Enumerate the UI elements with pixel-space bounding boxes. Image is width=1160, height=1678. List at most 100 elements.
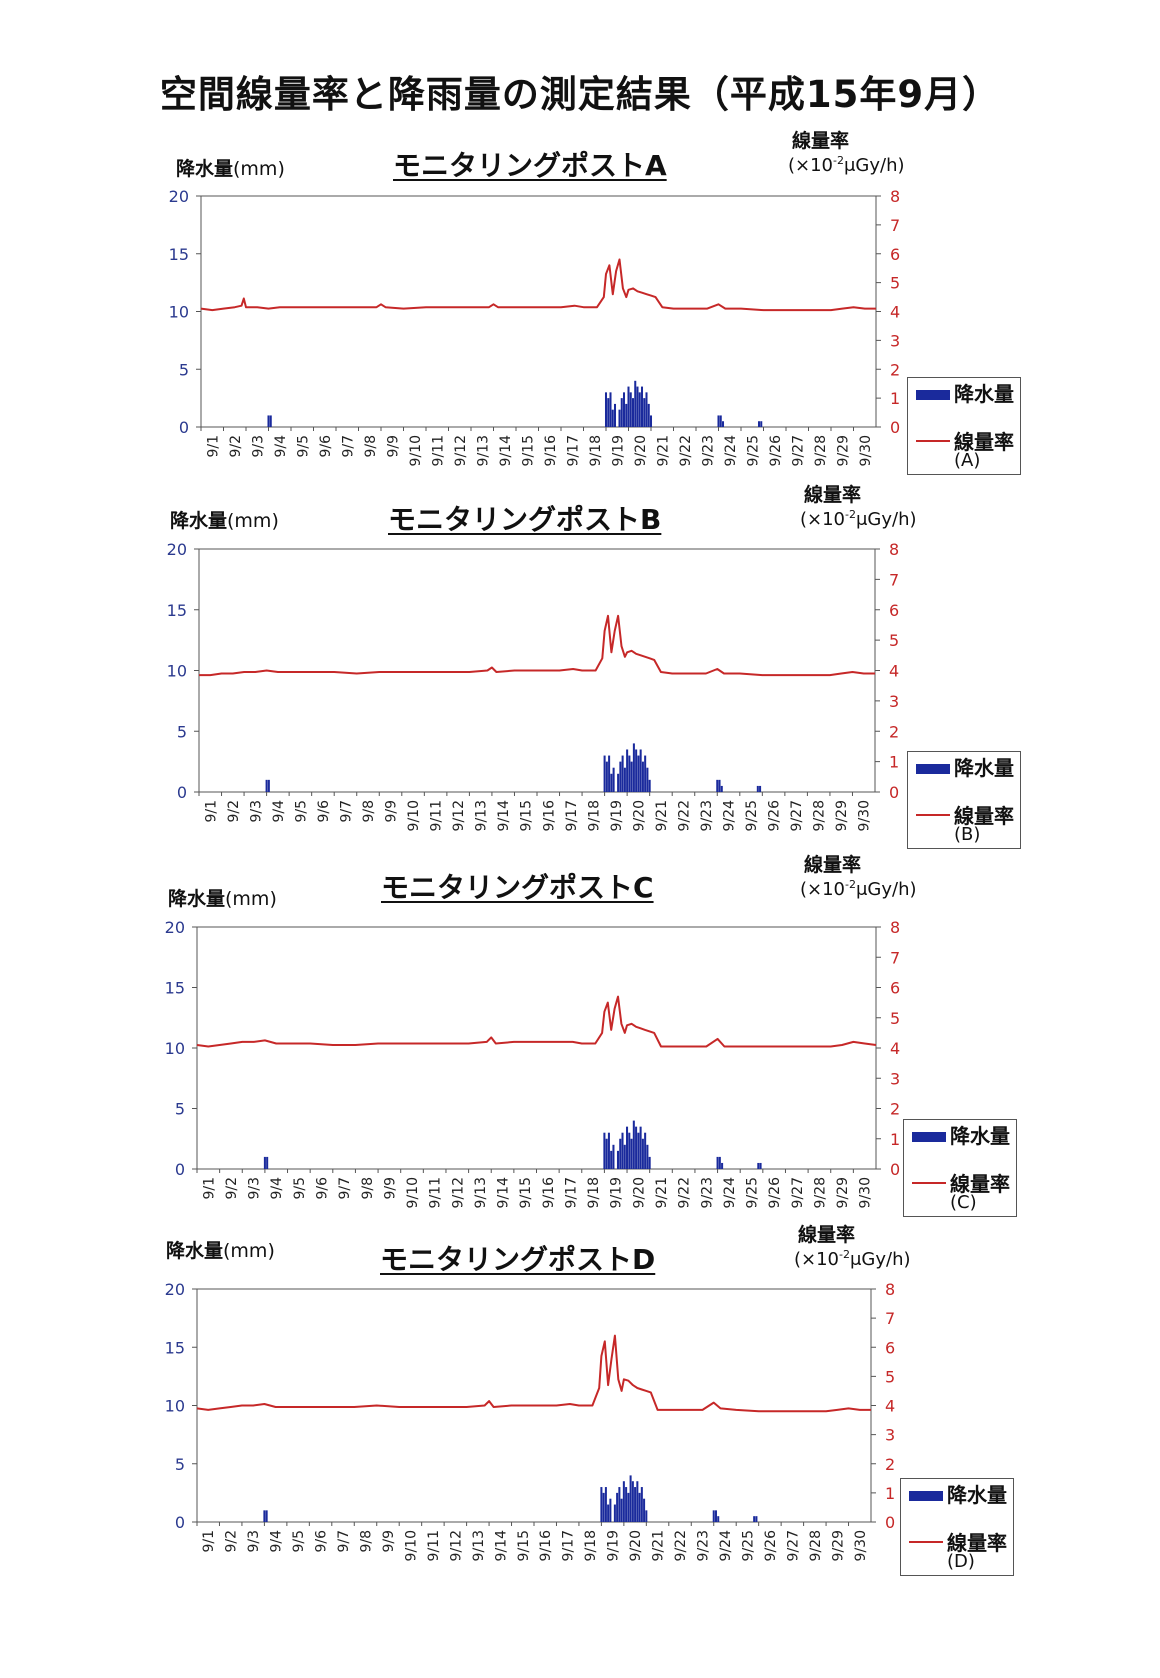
right-tick-label: 4	[890, 1039, 900, 1058]
x-tick-label: 9/5	[295, 435, 311, 458]
rain-bar	[644, 755, 647, 792]
right-tick-label: 2	[885, 1455, 895, 1474]
x-tick-label: 9/15	[516, 1530, 532, 1561]
right-axis-label: 線量率	[798, 1224, 856, 1246]
legend-rain-swatch	[912, 1132, 946, 1142]
right-tick-label: 4	[890, 303, 900, 322]
x-tick-label: 9/1	[205, 435, 221, 458]
rain-bar	[645, 392, 648, 427]
x-tick-label: 9/21	[654, 1177, 670, 1208]
x-tick-label: 9/15	[519, 800, 535, 831]
left-tick-label: 5	[177, 722, 187, 741]
left-tick-label: 10	[169, 303, 189, 322]
x-tick-label: 9/15	[518, 1177, 534, 1208]
x-tick-label: 9/26	[768, 435, 784, 467]
right-axis-unit: (×10-2μGy/h)	[800, 508, 917, 530]
left-tick-label: 15	[165, 1338, 185, 1357]
rain-bar	[626, 749, 629, 792]
right-tick-label: 0	[885, 1513, 895, 1532]
x-tick-label: 9/4	[269, 1530, 285, 1553]
left-tick-label: 5	[175, 1455, 185, 1474]
x-tick-label: 9/30	[858, 1177, 874, 1208]
rain-bar	[632, 743, 635, 792]
x-tick-label: 9/24	[723, 435, 739, 467]
x-tick-label: 9/22	[677, 1177, 693, 1208]
x-tick-label: 9/21	[655, 435, 671, 466]
right-tick-label: 5	[885, 1367, 895, 1386]
rain-bar	[757, 1162, 760, 1169]
rain-bar	[265, 1510, 268, 1522]
right-tick-label: 8	[889, 540, 899, 559]
x-tick-label: 9/8	[363, 435, 379, 458]
right-tick-label: 2	[890, 360, 900, 379]
rain-bar	[753, 1516, 756, 1522]
x-tick-label: 9/29	[835, 435, 851, 466]
rain-bar	[620, 1498, 623, 1522]
rain-bar	[612, 767, 615, 792]
x-tick-label: 9/19	[609, 1177, 625, 1208]
x-tick-label: 9/16	[538, 1530, 554, 1562]
right-tick-label: 8	[890, 918, 900, 937]
x-tick-label: 9/25	[745, 435, 761, 466]
dose-line	[196, 995, 877, 1048]
rain-bar	[719, 415, 722, 427]
x-tick-label: 9/20	[631, 1177, 647, 1208]
rain-bar	[263, 1510, 266, 1522]
left-tick-label: 10	[165, 1397, 185, 1416]
x-tick-label: 9/12	[453, 435, 469, 466]
rain-bar	[639, 1126, 642, 1169]
x-tick-label: 9/23	[696, 1530, 712, 1561]
right-tick-label: 3	[890, 331, 900, 350]
legend-dose-swatch	[916, 814, 950, 816]
x-tick-label: 9/11	[430, 435, 446, 466]
left-tick-label: 15	[167, 601, 187, 620]
x-tick-label: 9/17	[561, 1530, 577, 1561]
x-tick-label: 9/29	[830, 1530, 846, 1561]
x-tick-label: 9/10	[403, 1530, 419, 1561]
x-tick-label: 9/3	[247, 1177, 263, 1200]
x-tick-label: 9/30	[857, 800, 873, 831]
rain-bar	[629, 1475, 632, 1522]
x-tick-label: 9/30	[853, 1530, 869, 1561]
x-tick-label: 9/18	[586, 800, 602, 831]
left-tick-label: 0	[177, 783, 187, 802]
left-tick-label: 15	[165, 979, 185, 998]
x-tick-label: 9/1	[203, 800, 219, 823]
x-tick-label: 9/14	[496, 1177, 512, 1209]
rain-bar	[712, 1510, 715, 1522]
rain-bar	[613, 1504, 616, 1522]
rain-bar	[756, 785, 759, 792]
rain-bar	[629, 392, 632, 427]
rain-bar	[266, 1156, 269, 1169]
left-axis-label: 降水量(mm)	[170, 510, 279, 532]
rain-bar	[627, 1492, 630, 1522]
x-tick-label: 9/28	[812, 800, 828, 831]
rain-bar	[640, 1487, 643, 1522]
right-axis-unit: (×10-2μGy/h)	[794, 1248, 911, 1270]
x-tick-label: 9/2	[224, 1530, 240, 1553]
rain-bar	[612, 1144, 615, 1169]
rain-bar	[632, 1120, 635, 1169]
right-axis-unit: (×10-2μGy/h)	[800, 878, 917, 900]
legend-station-label: (C)	[950, 1192, 977, 1213]
right-tick-label: 0	[889, 783, 899, 802]
rain-bar	[717, 1516, 720, 1522]
left-tick-label: 20	[165, 918, 185, 937]
x-tick-label: 9/17	[563, 1177, 579, 1208]
x-tick-label: 9/9	[382, 1177, 398, 1200]
legend-dose-swatch	[912, 1182, 946, 1184]
rain-bar	[648, 779, 651, 792]
legend-rain-label: 降水量	[950, 1124, 1010, 1148]
left-axis-label: 降水量(mm)	[168, 888, 277, 910]
x-tick-label: 9/11	[426, 1530, 442, 1561]
x-tick-label: 9/15	[520, 435, 536, 466]
rain-bar	[607, 1504, 610, 1522]
rain-bar	[639, 749, 642, 792]
rain-bar	[637, 755, 640, 792]
left-axis-label: 降水量(mm)	[176, 158, 285, 180]
legend-station-label: (A)	[954, 450, 981, 471]
rain-bar	[623, 767, 626, 792]
right-tick-label: 5	[890, 274, 900, 293]
rain-bar	[267, 779, 270, 792]
right-axis-label: 線量率	[792, 130, 850, 152]
